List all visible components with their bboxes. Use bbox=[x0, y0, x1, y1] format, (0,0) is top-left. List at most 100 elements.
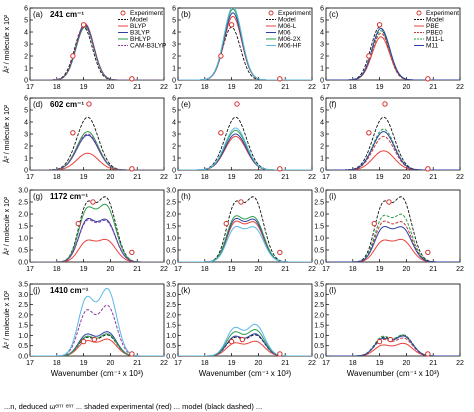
panel-label: (l) bbox=[329, 286, 336, 295]
experiment-point bbox=[129, 166, 135, 172]
series-line-bhlyp bbox=[30, 131, 164, 170]
x-tick-label: 21 bbox=[429, 174, 437, 181]
x-tick-label: 21 bbox=[133, 266, 141, 273]
y-axis-label: Å² / molecule x 10² bbox=[2, 290, 11, 349]
series-line-b3lyp bbox=[30, 331, 164, 356]
y-axis-label: Å² / molecule x 10² bbox=[2, 196, 11, 255]
y-axis-label: Å² / molecule x 10² bbox=[2, 104, 11, 163]
series-line-m11-l bbox=[326, 213, 460, 262]
series-line-pbe bbox=[326, 150, 460, 170]
series-line-m06 bbox=[178, 333, 312, 356]
x-tick-label: 21 bbox=[281, 174, 289, 181]
panel-label: (e) bbox=[181, 100, 191, 109]
series-line-model bbox=[30, 196, 164, 262]
legend-marker bbox=[120, 10, 126, 16]
experiment-point bbox=[228, 22, 235, 28]
series-line-model bbox=[30, 26, 164, 80]
series-group bbox=[178, 8, 312, 80]
y-tick-label: 3.0 bbox=[18, 188, 28, 195]
x-tick-label: 20 bbox=[255, 84, 263, 91]
x-tick-label: 18 bbox=[349, 84, 357, 91]
x-tick-label: 21 bbox=[133, 174, 141, 181]
y-tick-label: 0 bbox=[24, 78, 28, 85]
legend-label: Experiment bbox=[426, 10, 459, 17]
y-tick-label: 2.0 bbox=[166, 312, 176, 319]
y-tick-label: 1 bbox=[320, 156, 324, 163]
x-axis-label: Wavenumber (cm⁻¹ x 10³) bbox=[347, 369, 440, 378]
series-line-m06-hf bbox=[178, 127, 312, 170]
x-axis-label: Wavenumber (cm⁻¹ x 10³) bbox=[51, 369, 144, 378]
panel-h: 17 18 19 20 21 22 0.0 0.5 1.0 1.5 2.0 2.5 3.0 (h) bbox=[166, 188, 316, 274]
y-tick-label: 1 bbox=[24, 156, 28, 163]
y-tick-label: 4 bbox=[320, 120, 324, 127]
legend-label: PBE bbox=[426, 23, 440, 30]
x-tick-label: 17 bbox=[174, 266, 182, 273]
y-tick-label: 4 bbox=[320, 30, 324, 37]
experiment-point bbox=[425, 166, 431, 172]
legend-marker bbox=[416, 10, 422, 16]
series-line-m11-l bbox=[326, 128, 460, 170]
x-tick-label: 19 bbox=[80, 266, 88, 273]
panel-label: (k) bbox=[181, 286, 191, 295]
series-line-m06 bbox=[178, 133, 312, 170]
x-tick-label: 17 bbox=[322, 266, 330, 273]
series-group bbox=[178, 116, 312, 170]
y-tick-label: 1.5 bbox=[166, 224, 176, 231]
legend-label: BLYP bbox=[130, 23, 146, 30]
y-tick-label: 6 bbox=[320, 96, 324, 103]
series-line-cam-b3lyp bbox=[30, 133, 164, 170]
experiment-point bbox=[366, 53, 372, 59]
experiment-point bbox=[129, 249, 135, 256]
y-tick-label: 2.0 bbox=[166, 212, 176, 219]
y-tick-label: 2.0 bbox=[18, 312, 28, 319]
y-tick-label: 1 bbox=[172, 156, 176, 163]
panel-e: 17 18 19 20 21 22 0 1 2 3 4 5 6 (e) bbox=[172, 96, 316, 182]
y-tick-label: 1.0 bbox=[314, 333, 324, 340]
y-tick-label: 0 bbox=[172, 168, 176, 175]
panel-j: 17 18 19 20 21 22 0.0 0.5 1.0 1.5 2.0 2.5 3.0 3.5 (j) 1… bbox=[18, 282, 168, 379]
y-tick-label: 1.5 bbox=[18, 224, 28, 231]
series-line-model bbox=[326, 196, 460, 262]
y-tick-label: 2 bbox=[172, 144, 176, 151]
y-tick-label: 0.5 bbox=[314, 248, 324, 255]
x-tick-label: 22 bbox=[160, 84, 168, 91]
plot-frame bbox=[325, 189, 461, 263]
panel-i: 17 18 19 20 21 22 0.0 0.5 1.0 1.5 2.0 2.5 3.0 (i) bbox=[314, 188, 464, 274]
legend-label: B3LYP bbox=[130, 30, 150, 37]
x-tick-label: 22 bbox=[160, 360, 168, 367]
x-tick-label: 19 bbox=[376, 84, 384, 91]
series-line-pbe0 bbox=[326, 220, 460, 262]
x-tick-label: 21 bbox=[133, 84, 141, 91]
x-tick-label: 19 bbox=[80, 174, 88, 181]
series-line-model bbox=[178, 116, 312, 170]
y-tick-label: 1.0 bbox=[18, 333, 28, 340]
legend-label: Experiment bbox=[130, 10, 163, 17]
y-tick-label: 3.5 bbox=[18, 282, 28, 289]
y-tick-label: 0.0 bbox=[166, 260, 176, 267]
y-tick-label: 3 bbox=[320, 132, 324, 139]
y-tick-label: 5 bbox=[24, 108, 28, 115]
panel-annotation: 1410 cm⁻¹ bbox=[50, 286, 89, 295]
y-tick-label: 2.5 bbox=[314, 200, 324, 207]
y-tick-label: 1 bbox=[320, 66, 324, 73]
experiment-point bbox=[425, 76, 431, 82]
panel-d: 17 18 19 20 21 22 0 1 2 3 4 5 6 (d) 602 cm⁻¹ bbox=[24, 96, 168, 182]
x-tick-label: 20 bbox=[403, 266, 411, 273]
y-tick-label: 1 bbox=[24, 66, 28, 73]
series-line-cam-b3lyp bbox=[30, 304, 164, 356]
experiment-point bbox=[80, 22, 87, 28]
y-tick-label: 0.0 bbox=[314, 354, 324, 361]
y-tick-label: 0.5 bbox=[166, 343, 176, 350]
experiment-point bbox=[218, 130, 224, 136]
experiment-point bbox=[386, 199, 392, 205]
panel-g: 17 18 19 20 21 22 0.0 0.5 1.0 1.5 2.0 2.5 3.0 (g) 1172… bbox=[18, 188, 168, 274]
experiment-point bbox=[70, 53, 76, 59]
legend-label: Model bbox=[278, 17, 296, 24]
x-tick-label: 17 bbox=[322, 360, 330, 367]
x-tick-label: 21 bbox=[429, 266, 437, 273]
y-tick-label: 4 bbox=[24, 30, 28, 37]
series-group bbox=[326, 26, 460, 80]
series-group bbox=[30, 23, 164, 80]
